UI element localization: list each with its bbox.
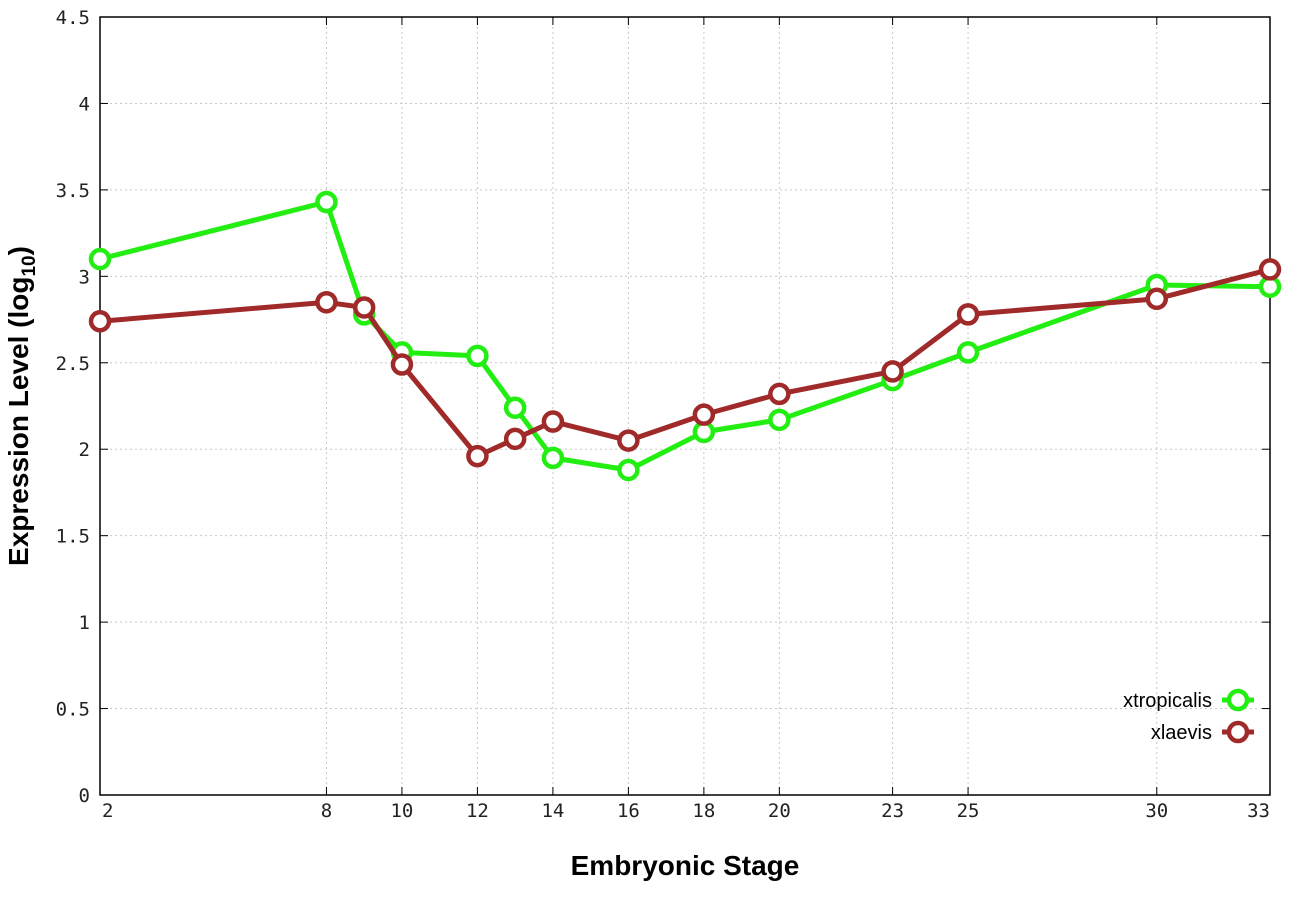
axis-ticks: 0 0.5 1 1.5 2 2.5 3 3.5 4 4.5 2 8 10 12 14 16 18 20 23 25 30… — [56, 7, 1271, 822]
data-point — [466, 344, 489, 368]
legend-item-xlaevis: xlaevis — [1151, 720, 1254, 744]
y-axis-title-close: ) — [3, 246, 34, 255]
y-axis-title-subscript: 10 — [19, 255, 40, 276]
data-point — [541, 446, 565, 470]
legend-swatch-marker — [1226, 720, 1250, 744]
data-point — [617, 458, 640, 482]
data-point — [768, 408, 791, 432]
y-axis-title-main: Expression Level (log — [3, 277, 34, 566]
x-tick-label: 23 — [881, 800, 904, 822]
data-point — [88, 310, 112, 333]
x-tick-label: 18 — [692, 800, 715, 822]
series-line — [99, 199, 1271, 473]
x-axis-title: Embryonic Stage — [571, 850, 800, 881]
data-point — [390, 353, 414, 376]
grid-lines — [100, 17, 1270, 795]
x-tick-label: 33 — [1247, 800, 1270, 822]
y-tick-label: 0 — [79, 785, 90, 807]
data-point — [692, 403, 716, 426]
y-tick-label: 4 — [79, 93, 90, 115]
x-tick-label: 20 — [768, 800, 791, 822]
x-tick-label: 14 — [541, 800, 564, 822]
y-tick-label: 4.5 — [56, 7, 90, 29]
data-point — [88, 247, 112, 271]
series-line — [99, 266, 1271, 459]
legend-label: xlaevis — [1151, 722, 1212, 744]
legend-swatch-marker — [1226, 688, 1250, 712]
y-tick-label: 2.5 — [56, 353, 90, 375]
data-point — [315, 190, 338, 214]
plot-frame — [99, 16, 1271, 796]
y-tick-label: 3 — [79, 266, 90, 288]
data-point — [617, 429, 640, 452]
data-point — [956, 303, 980, 326]
data-point — [956, 341, 980, 364]
y-tick-label: 0.5 — [56, 699, 90, 721]
x-tick-label: 16 — [617, 800, 640, 822]
legend-label: xtropicalis — [1123, 690, 1212, 712]
data-point — [352, 296, 376, 319]
data-point — [1258, 258, 1282, 281]
data-point — [768, 382, 791, 406]
x-tick-label: 2 — [102, 800, 113, 822]
legend-item-xtropicalis: xtropicalis — [1123, 688, 1254, 712]
y-tick-label: 2 — [79, 439, 90, 461]
y-tick-label: 1 — [79, 612, 90, 634]
x-tick-label: 25 — [957, 800, 980, 822]
data-point — [881, 360, 904, 383]
x-tick-label: 10 — [390, 800, 413, 822]
data-point — [315, 291, 338, 314]
y-tick-label: 1.5 — [56, 526, 90, 548]
x-tick-label: 8 — [321, 800, 332, 822]
y-axis-title: Expression Level (log10) — [3, 246, 40, 566]
series-xlaevis — [88, 258, 1282, 468]
x-tick-label: 30 — [1145, 800, 1168, 822]
series-layer — [88, 190, 1282, 482]
data-point — [466, 444, 489, 468]
x-tick-label: 12 — [466, 800, 489, 822]
y-tick-label: 3.5 — [56, 180, 90, 202]
data-point — [1145, 287, 1169, 311]
data-point — [541, 410, 565, 433]
series-xtropicalis — [88, 190, 1282, 482]
data-point — [503, 427, 527, 451]
data-point — [503, 396, 527, 419]
legend: xtropicalis xlaevis — [1123, 688, 1254, 744]
